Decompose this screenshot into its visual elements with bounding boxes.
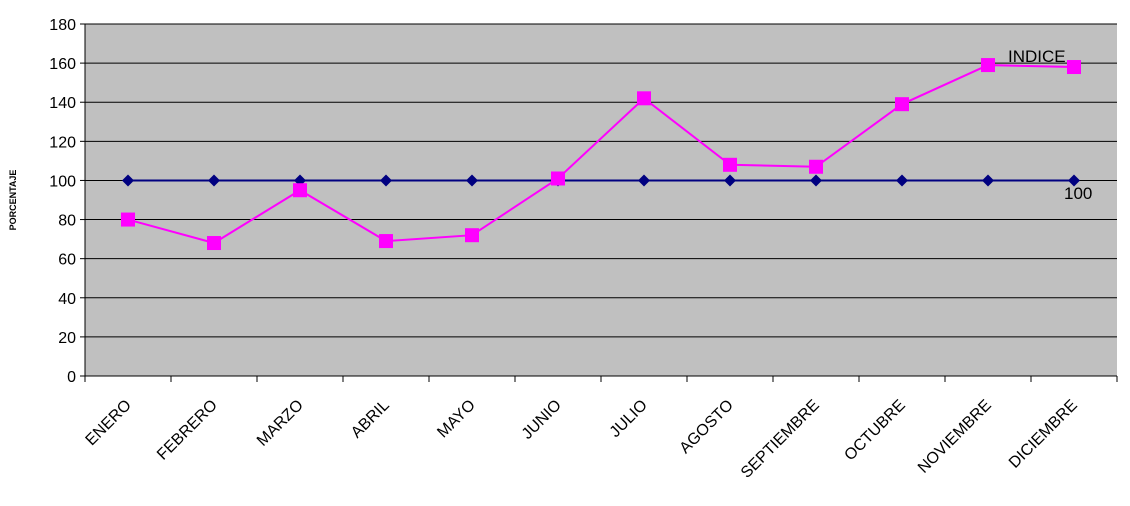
- data-point-square: [809, 159, 823, 174]
- series-label-100: 100: [1064, 184, 1092, 203]
- gridlines: [85, 23, 1117, 338]
- x-tick-label: NOVIEMBRE: [915, 397, 995, 477]
- x-tick-label: SEPTIEMBRE: [738, 397, 823, 482]
- data-point-diamond: [724, 174, 736, 187]
- y-axis-ticks: 0 20 40 60 80 100 120 140 160 180: [49, 17, 85, 386]
- series-1: [121, 58, 1081, 251]
- data-point-diamond: [380, 174, 392, 187]
- x-tick-label: JUNIO: [519, 397, 565, 443]
- data-point-square: [637, 91, 651, 106]
- data-point-square: [207, 236, 221, 251]
- y-tick-label: 140: [49, 95, 76, 112]
- y-tick-label: 160: [49, 56, 76, 73]
- data-point-diamond: [810, 174, 822, 187]
- series-layer: [121, 58, 1081, 251]
- x-tick-label: JULIO: [607, 397, 651, 441]
- x-tick-label: FEBRERO: [154, 397, 221, 464]
- y-tick-label: 80: [58, 213, 76, 230]
- data-point-diamond: [122, 174, 134, 187]
- x-tick-label: OCTUBRE: [841, 397, 908, 464]
- y-tick-label: 40: [58, 291, 76, 308]
- data-point-diamond: [896, 174, 908, 187]
- y-tick-label: 60: [58, 252, 76, 269]
- data-point-square: [1067, 60, 1081, 75]
- x-tick-label: MARZO: [254, 397, 307, 450]
- data-point-diamond: [208, 174, 220, 187]
- x-tick-label: AGOSTO: [677, 397, 737, 457]
- data-point-diamond: [1068, 174, 1080, 187]
- data-point-square: [379, 234, 393, 249]
- data-point-square: [723, 157, 737, 172]
- y-tick-label: 0: [67, 369, 76, 386]
- data-point-square: [121, 212, 135, 227]
- data-point-diamond: [982, 174, 994, 187]
- x-tick-label: MAYO: [434, 397, 479, 442]
- x-tick-label: ABRIL: [348, 397, 393, 442]
- data-point-square: [465, 228, 479, 243]
- x-tick-label: ENERO: [83, 397, 135, 449]
- data-point-diamond: [638, 174, 650, 187]
- x-tick-label: DICIEMBRE: [1006, 397, 1081, 472]
- y-axis-label: PORCENTAJE: [8, 170, 18, 231]
- plot-area: [85, 24, 1117, 376]
- y-tick-label: 120: [49, 134, 76, 151]
- y-tick-label: 20: [58, 330, 76, 347]
- x-axis-ticks: ENERO FEBRERO MARZO ABRIL MAYO JUNIO JULIO AGOS…: [83, 376, 1118, 482]
- data-point-square: [895, 97, 909, 112]
- y-tick-label: 180: [49, 17, 76, 34]
- y-tick-label: 100: [49, 173, 76, 190]
- series-line: [127, 64, 1075, 245]
- data-point-square: [551, 171, 565, 186]
- series-label-indice: INDICE: [1008, 47, 1066, 66]
- data-point-square: [293, 183, 307, 198]
- data-point-diamond: [466, 174, 478, 187]
- data-point-square: [981, 58, 995, 73]
